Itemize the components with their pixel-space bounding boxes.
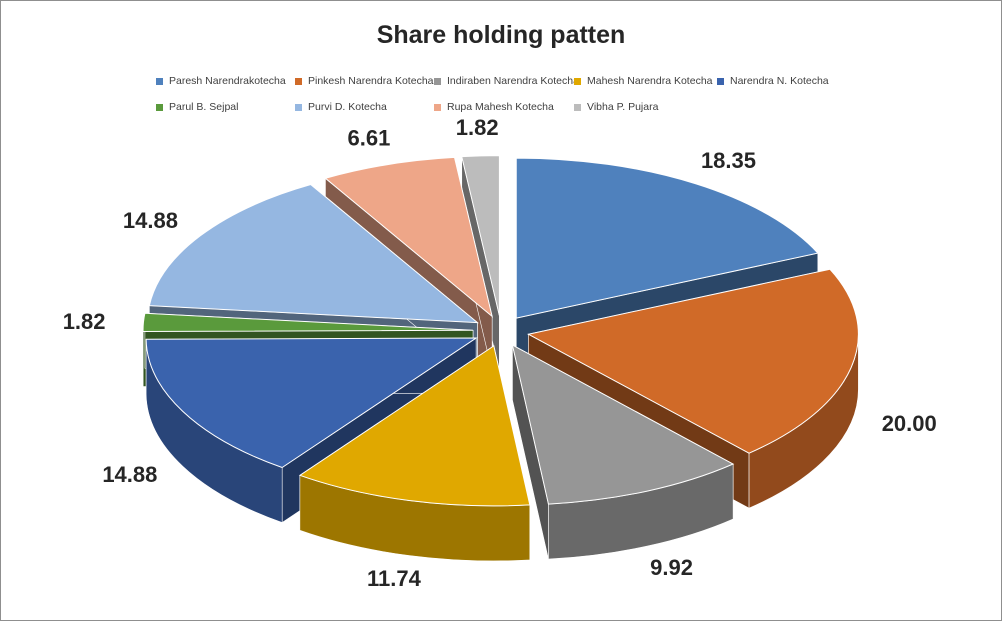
legend-label: Mahesh Narendra Kotecha [587, 75, 713, 87]
data-label: 18.35 [701, 148, 756, 173]
legend-item: Purvi D. Kotecha [295, 101, 387, 113]
legend-item: Narendra N. Kotecha [717, 75, 829, 87]
slice-top [148, 184, 479, 324]
legend-swatch [156, 77, 163, 85]
legend-item: Vibha P. Pujara [574, 101, 658, 113]
legend: Paresh Narendrakotecha Pinkesh Narendra … [1, 1, 1001, 131]
pie-slice [511, 344, 735, 560]
legend-swatch [295, 103, 302, 111]
legend-swatch [434, 77, 441, 85]
legend-item: Rupa Mahesh Kotecha [434, 101, 554, 113]
slice-top [515, 157, 819, 319]
data-label: 1.82 [63, 309, 106, 334]
legend-swatch [156, 103, 163, 111]
legend-label: Rupa Mahesh Kotecha [447, 101, 554, 113]
data-label: 9.92 [650, 555, 693, 580]
legend-label: Paresh Narendrakotecha [169, 75, 286, 87]
data-label: 1.82 [456, 115, 499, 140]
slice-top [526, 268, 859, 454]
legend-swatch [434, 103, 441, 111]
data-label: 14.88 [102, 462, 157, 487]
legend-label: Vibha P. Pujara [587, 101, 659, 113]
pie-slice [298, 345, 531, 562]
slice-top [461, 155, 500, 316]
legend-item: Pinkesh Narendra Kotecha [295, 75, 434, 87]
slice-top [511, 344, 735, 505]
legend-label: Purvi D. Kotecha [308, 101, 387, 113]
data-labels: 18.35 20.00 9.92 11.74 14.88 1.82 14.88 6.61 1.8… [63, 115, 937, 591]
legend-swatch [295, 77, 302, 85]
legend-label: Indiraben Narendra Kotecha [447, 75, 579, 87]
legend-swatch [574, 77, 581, 85]
slice-top [145, 337, 478, 469]
data-label: 20.00 [882, 411, 937, 436]
legend-label: Parul B. Sejpal [169, 101, 239, 113]
slice-top [324, 156, 493, 318]
data-label: 6.61 [348, 125, 391, 150]
legend-label: Pinkesh Narendra Kotecha [308, 75, 434, 87]
legend-item: Mahesh Narendra Kotecha [574, 75, 713, 87]
legend-label: Narendra N. Kotecha [730, 75, 829, 87]
legend-item: Parul B. Sejpal [156, 101, 238, 113]
data-label: 11.74 [367, 566, 422, 591]
slice-top [142, 312, 474, 332]
data-label: 14.88 [123, 208, 178, 233]
legend-item: Indiraben Narendra Kotecha [434, 75, 579, 87]
legend-item: Paresh Narendrakotecha [156, 75, 286, 87]
slice-top [298, 345, 531, 507]
legend-swatch [574, 103, 581, 111]
pie-slices [142, 155, 859, 562]
chart-title: Share holding patten [376, 21, 626, 49]
legend-swatch [717, 77, 724, 85]
